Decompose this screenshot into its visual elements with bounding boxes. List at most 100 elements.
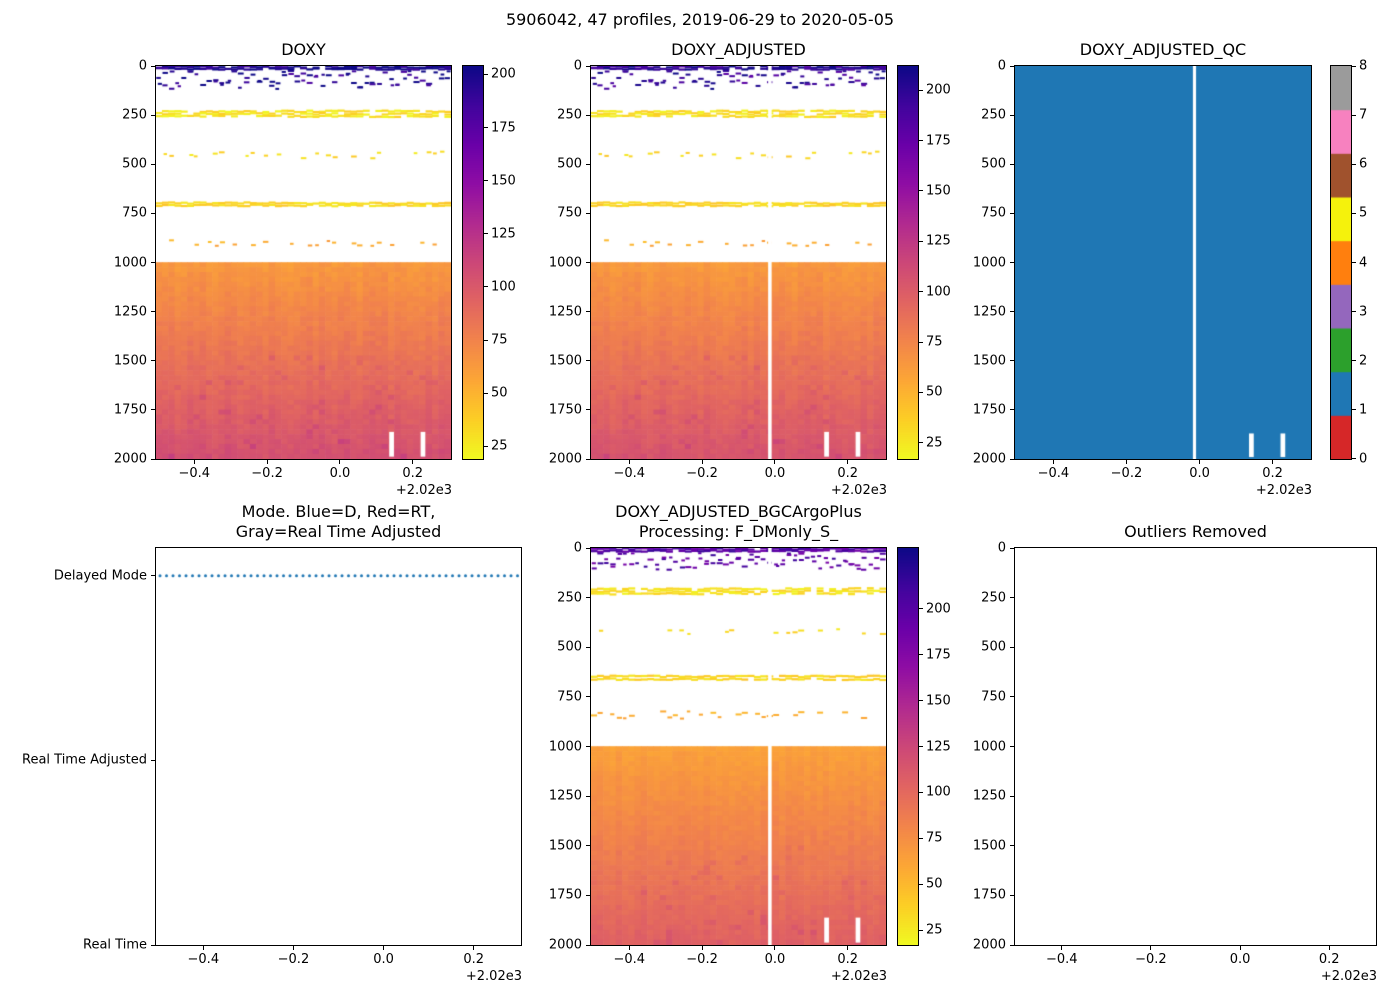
x-tick	[847, 946, 849, 950]
y-tick	[151, 759, 155, 761]
y-tick	[1010, 114, 1014, 116]
x-tick	[1328, 946, 1330, 950]
y-tick-label: 0	[138, 58, 147, 74]
x-tick	[383, 946, 385, 950]
panel-outliers-removed: Outliers Removed −0.4 −0.2 0.0 0.2 +2.02e3 0 2…	[973, 522, 1377, 984]
colorbar-tick	[919, 341, 923, 343]
x-tick	[774, 460, 776, 464]
panel-outliers-removed-title: Outliers Removed	[1124, 522, 1267, 541]
y-tick	[586, 458, 590, 460]
x-tick	[628, 946, 630, 950]
y-tick	[1010, 65, 1014, 67]
colorbar-tick-label: 200	[491, 66, 516, 82]
colorbar-tick	[484, 339, 488, 341]
x-axis-offset-label: +2.02e3	[830, 969, 887, 984]
colorbar-tick-label: 5	[1359, 205, 1368, 221]
y-tick	[1010, 409, 1014, 411]
colorbar-tick-label: 25	[926, 922, 943, 938]
colorbar-tick	[484, 180, 488, 182]
panel-bgcargoplus: DOXY_ADJUSTED_BGCArgoPlus Processing: F_…	[549, 502, 887, 984]
colorbar-tick-label: 75	[491, 332, 508, 348]
x-tick	[1125, 460, 1127, 464]
colorbar-tick-label: 4	[1359, 255, 1368, 270]
colorbar-tick-label: 25	[491, 438, 508, 454]
y-tick-label: 1750	[548, 402, 582, 418]
colorbar-tick	[484, 127, 488, 129]
y-tick	[1010, 597, 1014, 599]
y-tick	[151, 360, 155, 362]
colorbar-tick-label: 150	[491, 173, 516, 189]
colorbar-tick	[919, 89, 923, 91]
colorbar-tick	[1352, 311, 1356, 313]
colorbar-tick	[484, 73, 488, 75]
colorbar-tick-label: 125	[926, 739, 951, 754]
y-tick-label: 1250	[972, 788, 1006, 804]
y-tick	[1010, 795, 1014, 797]
y-tick	[151, 212, 155, 214]
x-axis-offset-label: +2.02e3	[1320, 969, 1377, 984]
y-tick-label: 1250	[113, 304, 147, 320]
bgcargoplus-colorbar: 25 50 75 100 125 150 175 200	[897, 547, 951, 946]
y-tick-label: 0	[573, 540, 582, 556]
x-tick-label: 0.0	[373, 952, 394, 967]
colorbar-tick-label: 175	[926, 133, 951, 149]
colorbar-tick	[919, 190, 923, 192]
panel-doxy-adjusted-qc-title: DOXY_ADJUSTED_QC	[1079, 40, 1247, 59]
doxy-adjusted-colorbar: 25 50 75 100 125 150 175 200	[897, 65, 951, 460]
x-axis-offset-label: +2.02e3	[465, 969, 522, 984]
x-tick	[292, 946, 294, 950]
x-axis-offset-label: +2.02e3	[1255, 483, 1312, 498]
panel-doxy: DOXY −0.4 −0.2 0.0 0.2 +2.02e3 0 250 500 750 1000…	[114, 40, 452, 498]
x-tick	[774, 946, 776, 950]
colorbar-tick	[919, 654, 923, 656]
x-tick-label: 0.0	[329, 466, 351, 481]
x-tick-label: −0.4	[1037, 466, 1070, 481]
y-tick	[1010, 746, 1014, 747]
x-tick	[847, 460, 849, 464]
y-tick	[586, 746, 590, 747]
colorbar-tick	[484, 445, 488, 447]
x-tick-label: −0.2	[1135, 952, 1167, 967]
y-tick	[1010, 458, 1014, 460]
y-tick-label: 0	[997, 540, 1006, 556]
colorbar-tick	[1352, 212, 1356, 214]
y-tick-label: 0	[997, 58, 1006, 74]
panel-doxy-adjusted: DOXY_ADJUSTED −0.4 −0.2 0.0 0.2 +2.02e3 0 250 5…	[549, 40, 887, 498]
x-tick	[202, 946, 204, 950]
y-tick	[1010, 696, 1014, 698]
colorbar-tick	[1352, 262, 1356, 263]
y-tick-label: 1000	[972, 255, 1006, 270]
mode-tick-label: Real Time	[83, 937, 147, 953]
colorbar-tick-label: 100	[926, 784, 951, 800]
colorbar-tick	[1352, 114, 1356, 116]
x-tick-label: 0.0	[1189, 466, 1210, 481]
colorbar-tick	[1352, 163, 1356, 165]
x-tick-label: 0.2	[1318, 952, 1340, 967]
y-tick	[1010, 311, 1014, 313]
x-tick-label: 0.2	[463, 952, 485, 967]
x-tick-label: −0.4	[178, 466, 211, 481]
doxy-adjusted-colorbar-canvas	[898, 66, 918, 459]
x-tick	[1150, 946, 1152, 950]
x-tick-label: −0.4	[1045, 952, 1078, 967]
colorbar-tick	[1352, 457, 1356, 459]
y-tick-label: 250	[981, 107, 1006, 123]
y-tick-label: 1500	[548, 838, 582, 854]
panel-bgcargoplus-title: DOXY_ADJUSTED_BGCArgoPlus Processing: F_…	[615, 502, 862, 541]
colorbar-tick	[919, 746, 923, 747]
colorbar-tick	[919, 883, 923, 885]
y-tick-label: 1500	[972, 353, 1006, 369]
x-tick-label: −0.4	[613, 466, 646, 481]
y-tick-label: 500	[981, 639, 1006, 655]
y-tick	[1010, 547, 1014, 549]
mode-plot-canvas	[156, 548, 521, 945]
x-tick	[473, 946, 475, 950]
x-tick-label: 0.0	[764, 952, 786, 967]
y-tick	[151, 114, 155, 116]
doxy-adjusted-heatmap-canvas	[591, 66, 886, 459]
x-tick-label: 0.2	[837, 466, 859, 481]
colorbar-tick-label: 175	[491, 120, 516, 136]
colorbar-tick	[919, 140, 923, 142]
doxy-heatmap-canvas	[156, 66, 451, 459]
